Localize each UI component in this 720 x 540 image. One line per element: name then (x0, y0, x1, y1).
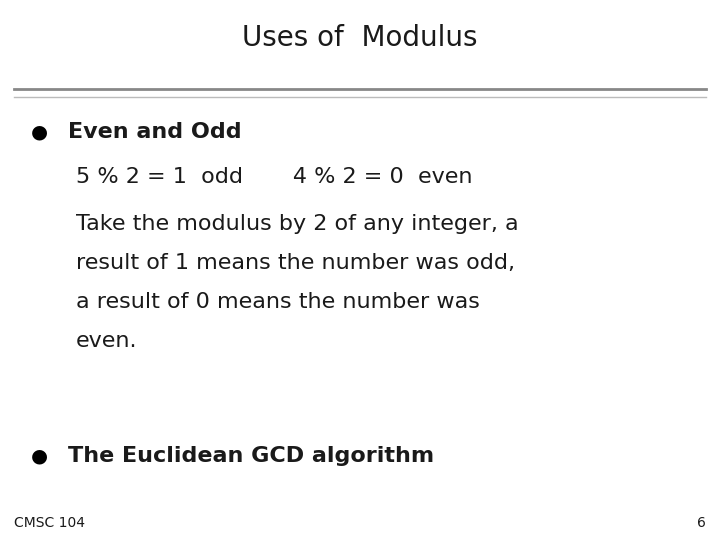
Text: 5 % 2 = 1  odd       4 % 2 = 0  even: 5 % 2 = 1 odd 4 % 2 = 0 even (76, 167, 472, 187)
Text: result of 1 means the number was odd,: result of 1 means the number was odd, (76, 253, 515, 273)
Text: ●: ● (31, 447, 48, 466)
Text: The Euclidean GCD algorithm: The Euclidean GCD algorithm (68, 446, 435, 467)
Text: a result of 0 means the number was: a result of 0 means the number was (76, 292, 480, 312)
Text: Even and Odd: Even and Odd (68, 122, 242, 143)
Text: Take the modulus by 2 of any integer, a: Take the modulus by 2 of any integer, a (76, 214, 518, 234)
Text: ●: ● (31, 123, 48, 142)
Text: Uses of  Modulus: Uses of Modulus (242, 24, 478, 52)
Text: 6: 6 (697, 516, 706, 530)
Text: CMSC 104: CMSC 104 (14, 516, 86, 530)
Text: even.: even. (76, 330, 137, 351)
